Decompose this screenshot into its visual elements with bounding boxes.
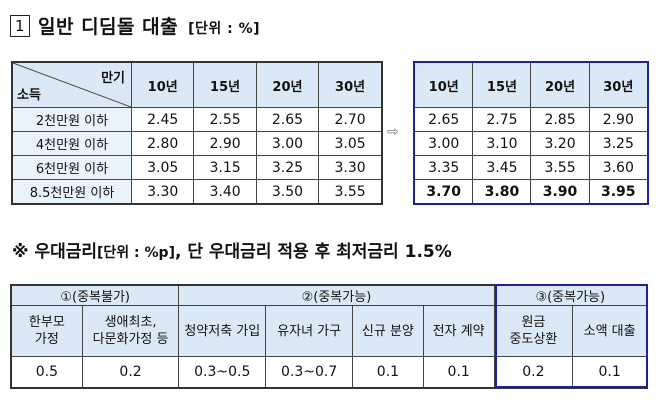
section1-heading: 일반 디딤돌 대출 (38, 16, 179, 38)
rate-cell: 3.10 (472, 131, 532, 156)
rate-cell: 3.90 (530, 179, 590, 205)
table2-header-cell: 20년 (530, 61, 590, 108)
income-label: 4천만원 이하 (11, 131, 132, 156)
rate-cell: 0.5 (10, 356, 83, 389)
income-label: 8.5천만원 이하 (11, 179, 132, 205)
section-number-box: 1 (10, 14, 30, 37)
item-label: 생애최초, 다문화가정 등 (81, 305, 180, 357)
table1-row: 2천만원 이하 2.45 2.55 2.65 2.70 (11, 107, 383, 132)
income-label: 2천만원 이하 (11, 107, 132, 132)
rate-cell: 2.90 (193, 131, 257, 156)
table1-header-cell: 30년 (318, 61, 383, 108)
rate-cell: 3.25 (255, 155, 320, 180)
item-label: 소액 대출 (572, 305, 648, 357)
group-header: ②(중복가능) (178, 284, 495, 306)
item-label: 원금 중도상환 (493, 305, 574, 357)
rate-cell: 3.45 (472, 155, 532, 180)
rate-cell: 3.05 (130, 155, 195, 180)
rate-cell: 3.20 (530, 131, 590, 156)
rate-cell: 3.80 (472, 179, 532, 205)
rate-cell: 3.05 (318, 131, 383, 156)
table1-corner-header: 만기 소득 (11, 61, 132, 108)
group-header: ③(중복가능) (493, 284, 648, 306)
table1-row: 6천만원 이하 3.05 3.15 3.25 3.30 (11, 155, 383, 180)
table1-row: 4천만원 이하 2.80 2.90 3.00 3.05 (11, 131, 383, 156)
rate-cell: 2.55 (193, 107, 257, 132)
table2-row: 3.70 3.80 3.90 3.95 (413, 179, 649, 205)
income-label: 6천만원 이하 (11, 155, 132, 180)
rate-cell: 2.75 (472, 107, 532, 132)
rate-cell: 3.35 (413, 155, 474, 180)
table2-row: 3.35 3.45 3.55 3.60 (413, 155, 649, 180)
item-label: 한부모 가정 (10, 305, 83, 357)
rate-cell: 2.70 (318, 107, 383, 132)
rate-cell: 0.3~0.7 (265, 356, 354, 389)
rate-cell: 3.30 (130, 179, 195, 205)
table2-header-cell: 15년 (472, 61, 532, 108)
rate-cell: 3.30 (318, 155, 383, 180)
rate-cell: 3.55 (318, 179, 383, 205)
table2-row: 2.65 2.75 2.85 2.90 (413, 107, 649, 132)
new-rate-table: 10년 15년 20년 30년 2.65 2.75 2.85 2.90 3.00… (413, 61, 649, 205)
rate-cell: 2.45 (130, 107, 195, 132)
section1-title: 1 일반 디딤돌 대출 [단위 : %] (10, 12, 260, 39)
preferential-rate-table: ①(중복불가) ②(중복가능) ③(중복가능) 한부모 가정 생애최초, 다문화가정… (10, 284, 648, 389)
rate-cell: 3.00 (413, 131, 474, 156)
rate-cell: 2.65 (255, 107, 320, 132)
rate-cell: 3.00 (255, 131, 320, 156)
right-arrow-icon: ⇨ (387, 124, 399, 140)
rate-cell: 0.1 (572, 356, 648, 389)
rate-cell: 0.2 (493, 356, 574, 389)
rate-cell: 3.70 (413, 179, 474, 205)
diagonal-line (13, 63, 131, 107)
rate-cell: 0.3~0.5 (178, 356, 267, 389)
rate-cell: 3.25 (588, 131, 649, 156)
section2-title: ※ 우대금리[단위 : %p], 단 우대금리 적용 후 최저금리 1.5% (12, 237, 452, 262)
rate-cell: 3.50 (255, 179, 320, 205)
rate-cell: 3.95 (588, 179, 649, 205)
table1-header-cell: 15년 (193, 61, 257, 108)
rate-cell: 2.80 (130, 131, 195, 156)
section2-note: , 단 우대금리 적용 후 최저금리 1.5% (174, 242, 452, 262)
section2-heading: ※ 우대금리 (12, 242, 98, 262)
rate-cell: 3.55 (530, 155, 590, 180)
table1-header-cell: 10년 (130, 61, 195, 108)
rate-cell: 3.60 (588, 155, 649, 180)
corner-income-label: 소득 (17, 88, 41, 103)
rate-cell: 0.1 (422, 356, 495, 389)
item-label: 신규 분양 (352, 305, 424, 357)
corner-term-label: 만기 (101, 71, 125, 86)
section1-unit: [단위 : %] (188, 21, 261, 37)
rate-cell: 2.90 (588, 107, 649, 132)
table1-row: 8.5천만원 이하 3.30 3.40 3.50 3.55 (11, 179, 383, 205)
rate-cell: 0.2 (81, 356, 180, 389)
table2-header-cell: 10년 (413, 61, 474, 108)
item-label: 청약저축 가입 (178, 305, 267, 357)
current-rate-table: 만기 소득 10년 15년 20년 30년 2천만원 이하 2.45 2.55 … (11, 61, 383, 205)
section2-unit: [단위 : %p] (97, 245, 175, 261)
rate-cell: 3.40 (193, 179, 257, 205)
item-label: 전자 계약 (422, 305, 495, 357)
table2-row: 3.00 3.10 3.20 3.25 (413, 131, 649, 156)
table2-header-cell: 30년 (588, 61, 649, 108)
item-label: 유자녀 가구 (265, 305, 354, 357)
rate-cell: 2.65 (413, 107, 474, 132)
rate-cell: 2.85 (530, 107, 590, 132)
rate-cell: 3.15 (193, 155, 257, 180)
rate-cell: 0.1 (352, 356, 424, 389)
group-header: ①(중복불가) (10, 284, 180, 306)
table1-header-cell: 20년 (255, 61, 320, 108)
